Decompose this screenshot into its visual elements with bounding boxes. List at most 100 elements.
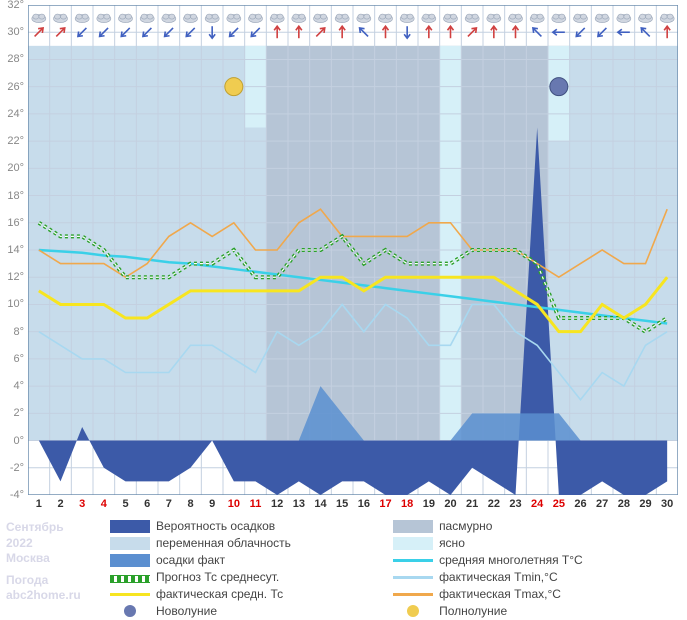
x-tick-label: 30 <box>661 498 673 510</box>
weather-icon <box>119 14 133 23</box>
x-tick-label: 6 <box>144 498 150 510</box>
x-tick-label: 12 <box>271 498 283 510</box>
weather-icon <box>509 14 523 23</box>
x-tick-label: 8 <box>187 498 193 510</box>
legend-swatch <box>110 537 150 550</box>
x-tick-label: 28 <box>618 498 630 510</box>
y-tick-label: 4° <box>13 380 24 392</box>
weather-icon <box>249 14 263 23</box>
weather-icon <box>639 14 653 23</box>
x-tick-label: 29 <box>639 498 651 510</box>
y-tick-label: 20° <box>7 162 24 174</box>
x-tick-label: 11 <box>250 498 262 510</box>
legend-swatch <box>110 575 150 583</box>
new-moon-icon <box>550 78 568 96</box>
weather-icon <box>162 14 176 23</box>
weather-icon <box>205 14 219 23</box>
legend-row: фактическая средн. Тс <box>110 586 390 602</box>
chart-plot <box>28 5 678 495</box>
weather-icon <box>357 14 371 23</box>
x-tick-label: 14 <box>314 498 326 510</box>
bg-band <box>266 46 461 441</box>
legend-label: пасмурно <box>439 519 492 533</box>
weather-icon <box>184 14 198 23</box>
y-tick-label: 12° <box>7 271 24 283</box>
weather-icon <box>422 14 436 23</box>
weather-icon <box>530 14 544 23</box>
weather-chart-frame: -4°-2°0°2°4°6°8°10°12°14°16°18°20°22°24°… <box>0 0 687 599</box>
legend-row: Полнолуние <box>393 603 673 619</box>
wind-arrow-icon <box>618 29 630 35</box>
legend-swatch <box>110 554 150 567</box>
y-axis: -4°-2°0°2°4°6°8°10°12°14°16°18°20°22°24°… <box>0 5 28 495</box>
y-tick-label: 22° <box>7 135 24 147</box>
full-moon-icon <box>225 78 243 96</box>
legend-row: фактическая Тmin,°С <box>393 569 673 585</box>
legend-row: пасмурно <box>393 518 673 534</box>
x-tick-label: 17 <box>379 498 391 510</box>
x-tick-label: 7 <box>166 498 172 510</box>
legend-label: Новолуние <box>156 604 217 618</box>
x-tick-label: 25 <box>553 498 565 510</box>
bg-band <box>28 46 266 441</box>
legend-label: фактическая Тmin,°С <box>439 570 558 584</box>
weather-icon <box>227 14 241 23</box>
caption-month: Сентябрь <box>6 520 81 536</box>
weather-icon <box>595 14 609 23</box>
weather-icon <box>617 14 631 23</box>
y-tick-label: 0° <box>13 435 24 447</box>
caption-site1: Погода <box>6 573 81 589</box>
y-tick-label: -2° <box>10 462 24 474</box>
weather-icon <box>379 14 393 23</box>
x-tick-label: 22 <box>488 498 500 510</box>
legend-row: ясно <box>393 535 673 551</box>
wind-arrow-icon <box>553 29 565 35</box>
y-tick-label: 24° <box>7 108 24 120</box>
legend-swatch <box>393 571 433 584</box>
weather-icon <box>487 14 501 23</box>
weather-icon <box>335 14 349 23</box>
legend-row: фактическая Tmax,°С <box>393 586 673 602</box>
bg-band <box>570 46 678 441</box>
caption-year: 2022 <box>6 536 81 552</box>
weather-icon <box>574 14 588 23</box>
y-tick-label: 8° <box>13 326 24 338</box>
legend-col-2: пасмурно ясно средняя многолетняя Т°С факти… <box>393 518 673 620</box>
y-tick-label: 28° <box>7 53 24 65</box>
weather-icon <box>444 14 458 23</box>
legend-row: переменная облачность <box>110 535 390 551</box>
legend-swatch <box>110 520 150 533</box>
weather-icon <box>97 14 111 23</box>
y-tick-label: 10° <box>7 298 24 310</box>
legend: Вероятность осадковпеременная облачность… <box>110 518 680 620</box>
weather-icon <box>32 14 46 23</box>
legend-swatch <box>393 605 433 618</box>
x-tick-label: 10 <box>228 498 240 510</box>
legend-label: переменная облачность <box>156 536 291 550</box>
legend-row: средняя многолетняя Т°С <box>393 552 673 568</box>
caption-city: Москва <box>6 551 81 567</box>
legend-row: Новолуние <box>110 603 390 619</box>
y-tick-label: 18° <box>7 190 24 202</box>
weather-icon <box>465 14 479 23</box>
legend-label: Прогноз Тс среднесут. <box>156 570 279 584</box>
weather-icon <box>314 14 328 23</box>
y-tick-label: 30° <box>7 26 24 38</box>
x-tick-label: 3 <box>79 498 85 510</box>
x-tick-label: 21 <box>466 498 478 510</box>
y-tick-label: 6° <box>13 353 24 365</box>
legend-label: ясно <box>439 536 465 550</box>
weather-icon <box>660 14 674 23</box>
x-tick-label: 23 <box>509 498 521 510</box>
legend-label: Полнолуние <box>439 604 507 618</box>
weather-icon <box>54 14 68 23</box>
y-tick-label: -4° <box>10 489 24 501</box>
x-tick-label: 13 <box>293 498 305 510</box>
legend-label: средняя многолетняя Т°С <box>439 553 583 567</box>
x-tick-label: 16 <box>358 498 370 510</box>
legend-swatch <box>393 537 433 550</box>
footer-caption: Сентябрь 2022 Москва Погода abc2home.ru <box>6 520 81 604</box>
caption-site2: abc2home.ru <box>6 588 81 604</box>
x-tick-label: 4 <box>101 498 107 510</box>
legend-swatch <box>393 520 433 533</box>
